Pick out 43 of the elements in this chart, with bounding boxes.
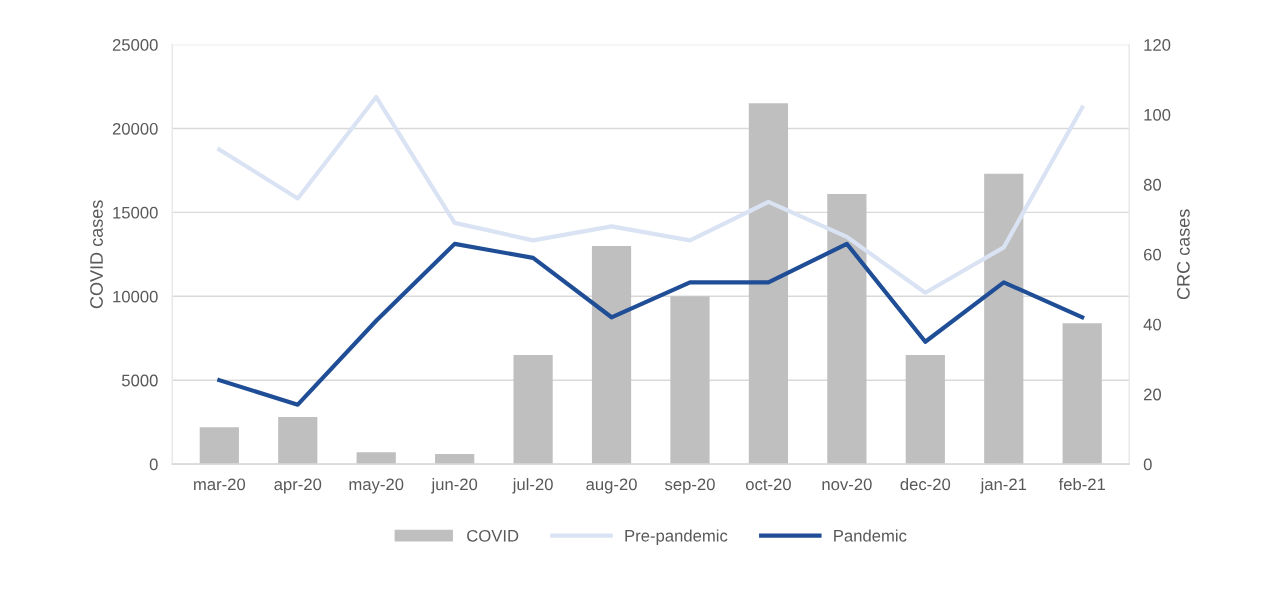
y2-axis-title: CRC cases xyxy=(1176,209,1190,300)
y-tick-label: 25000 xyxy=(112,39,158,51)
bar xyxy=(670,296,710,465)
line-series xyxy=(217,94,1085,295)
y2-tick-label: 100 xyxy=(1144,108,1171,121)
y2-tick-label: 20 xyxy=(1143,388,1162,401)
bar xyxy=(199,427,239,465)
x-tick-label: oct-20 xyxy=(745,478,791,491)
y-axis-title: COVID cases xyxy=(90,200,103,309)
x-tick-label: jun-20 xyxy=(431,477,478,494)
legend-label: COVID xyxy=(467,529,519,542)
y-tick-label: 10000 xyxy=(113,290,158,303)
x-tick-label: dec-20 xyxy=(900,477,951,491)
bar xyxy=(278,417,318,465)
y2-tick-label: 0 xyxy=(1143,458,1152,471)
x-tick-label: mar-20 xyxy=(194,478,246,491)
x-tick-label: sep-20 xyxy=(664,478,715,494)
y-tick-label: 5000 xyxy=(121,374,158,387)
x-tick-label: nov-20 xyxy=(822,478,872,491)
y2-tick-label: 120 xyxy=(1144,39,1171,51)
y-tick-label: 0 xyxy=(149,458,158,471)
bar xyxy=(356,452,396,465)
line-series xyxy=(217,241,1085,407)
y-tick-label: 20000 xyxy=(112,122,158,135)
x-tick-label: feb-21 xyxy=(1058,477,1106,491)
x-tick-label: aug-20 xyxy=(586,478,637,494)
x-tick-label: jul-20 xyxy=(512,477,553,494)
bar xyxy=(748,103,789,465)
legend-label: Pandemic xyxy=(834,529,907,542)
bar xyxy=(827,193,867,465)
y2-tick-label: 60 xyxy=(1144,248,1162,261)
y2-tick-label: 40 xyxy=(1143,318,1162,331)
bar xyxy=(513,355,553,465)
bar xyxy=(591,245,632,465)
bar xyxy=(984,173,1024,465)
x-tick-label: jan-21 xyxy=(980,477,1027,494)
x-tick-label: may-20 xyxy=(349,478,404,494)
legend-label: Pre-pandemic xyxy=(625,529,728,545)
bar xyxy=(905,355,945,465)
bar xyxy=(1062,323,1102,465)
y2-tick-label: 80 xyxy=(1143,178,1162,191)
y-tick-label: 15000 xyxy=(113,206,158,219)
x-tick-label: apr-20 xyxy=(274,478,322,494)
